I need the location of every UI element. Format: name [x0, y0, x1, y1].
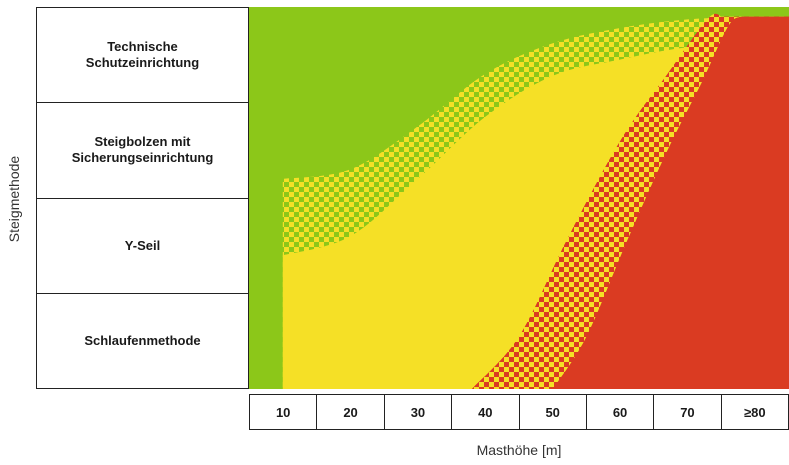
x-tick-label: 30	[385, 395, 453, 429]
category-label: Schlaufenmethode	[84, 332, 201, 348]
x-tick-label: 40	[452, 395, 520, 429]
category-label: Y-Seil	[37, 199, 248, 294]
x-axis-title: Masthöhe [m]	[476, 442, 562, 458]
category-label: Technische Schutzeinrichtung	[37, 8, 248, 104]
x-tick-label: ≥80	[744, 404, 766, 420]
x-tick-label: 50	[520, 395, 587, 429]
x-tick-label: 70	[654, 395, 722, 429]
y-axis-title: Steigmethode	[0, 8, 28, 390]
y-axis-title-text: Steigmethode	[6, 155, 22, 243]
method-column: Technische Schutzeinrichtung Steigbolzen…	[36, 7, 249, 389]
plot-area	[249, 7, 789, 389]
chart-svg	[249, 7, 789, 389]
category-label: Steigbolzen mit Sicherungseinrichtung	[37, 103, 248, 199]
red-region	[552, 16, 789, 389]
x-tick-label: 20	[317, 395, 385, 429]
x-tick-label: 10	[250, 395, 318, 429]
x-tick-label: 60	[587, 395, 655, 429]
x-axis-tick-row: 10 20 30 40 50 60 70 ≥80	[249, 394, 789, 430]
